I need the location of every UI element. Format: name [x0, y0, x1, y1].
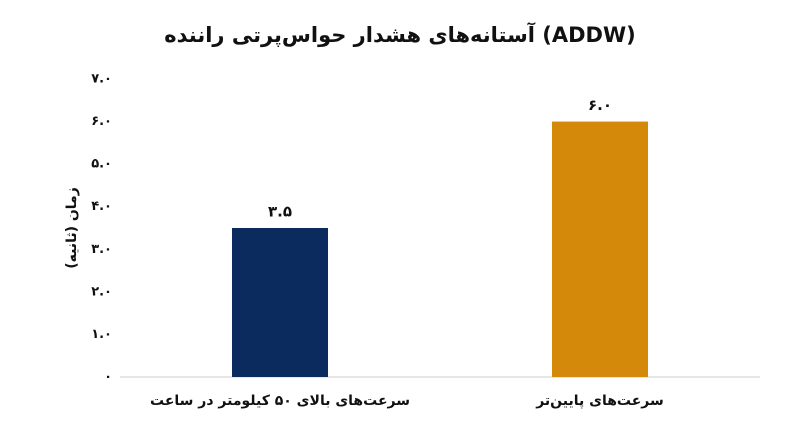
data-label: ۶.۰	[588, 96, 612, 114]
y-tick-label: ۳.۰	[91, 242, 112, 257]
x-tick-label: سرعت‌های پایین‌تر	[535, 393, 664, 409]
y-tick-label: ۰	[104, 370, 112, 385]
y-tick-label: ۲.۰	[91, 284, 112, 299]
x-tick-label: سرعت‌های بالای ۵۰ کیلومتر در ساعت	[150, 393, 410, 409]
bar	[552, 121, 648, 377]
y-tick-label: ۱.۰	[91, 327, 112, 342]
y-tick-label: ۶.۰	[91, 114, 112, 129]
y-axis-label: زمان (ثانیه)	[64, 187, 80, 269]
data-label: ۳.۵	[268, 203, 292, 221]
y-tick-label: ۷.۰	[91, 72, 112, 87]
bar	[232, 228, 328, 377]
y-tick-label: ۴.۰	[91, 199, 112, 214]
chart-title: آستانه‌های هشدار حواس‌پرتی راننده (ADDW)	[164, 22, 636, 47]
y-tick-label: ۵.۰	[91, 157, 112, 172]
